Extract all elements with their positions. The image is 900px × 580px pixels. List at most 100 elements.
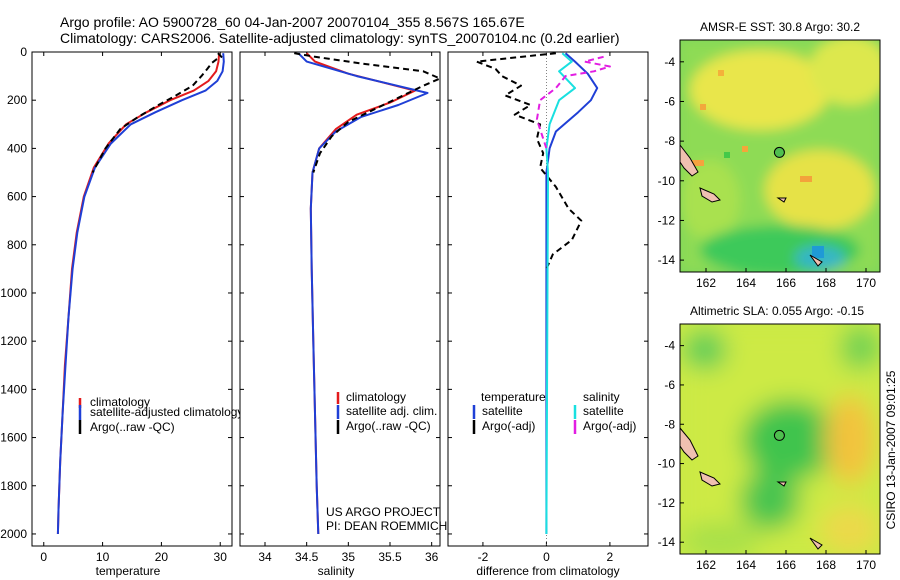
salinity-legend: climatology satellite adj. clim. Argo(..…	[336, 390, 437, 434]
depth-tick-label: 1000	[0, 286, 27, 300]
legend-header-temperature: temperature	[481, 390, 546, 404]
temperature-x-axis: 0 10 20 30	[40, 52, 227, 564]
depth-tick-label: 200	[7, 93, 27, 107]
legend-label-temperature-argo: Argo(-adj)	[482, 419, 535, 433]
timestamp-stamp: CSIRO 13-Jan-2007 09:01:25	[884, 370, 898, 529]
longitude-tick-label: 168	[816, 276, 836, 290]
longitude-tick-label: 166	[776, 276, 796, 290]
sla-color-field	[680, 324, 880, 554]
depth-tick-label: 1200	[0, 334, 27, 348]
depth-tick-label: 1800	[0, 479, 27, 493]
longitude-tick-label: 162	[696, 276, 716, 290]
salinity-x-axis: 34 34.5 35 35.5 36	[240, 51, 440, 564]
legend-label-salinity-satellite: satellite	[583, 404, 624, 418]
satellite-adjusted-line	[56, 53, 225, 535]
longitude-tick-label: 166	[776, 558, 796, 572]
longitude-tick-label: 164	[736, 558, 756, 572]
depth-tick-label: 800	[7, 238, 27, 252]
temperature-plot-frame	[31, 51, 233, 547]
legend-label-argo: Argo(..raw -QC)	[90, 420, 175, 434]
salinity-series	[294, 52, 441, 535]
sla-map-axes: 162 164 166 168 170 -4 -6 -8 -10 -12 -14	[658, 339, 877, 572]
longitude-tick-label: 162	[696, 558, 716, 572]
x-tick-label: 35.5	[378, 550, 402, 564]
latitude-tick-label: -10	[658, 174, 676, 188]
salinity-plot-frame	[239, 51, 441, 547]
x-tick-label: 36	[425, 550, 439, 564]
project-credit: US ARGO PROJECT	[326, 505, 441, 519]
legend-label-climatology: climatology	[90, 395, 150, 409]
difference-axis-label: difference from climatology	[476, 564, 619, 578]
depth-tick-label: 0	[20, 45, 27, 59]
legend-label-satellite-adjusted: satellite adj. clim.	[346, 404, 437, 418]
x-tick-label: 2	[607, 550, 614, 564]
latitude-tick-label: -6	[664, 378, 675, 392]
x-tick-label: 10	[96, 550, 110, 564]
latitude-tick-label: -4	[664, 339, 675, 353]
latitude-tick-label: -10	[658, 457, 676, 471]
figure-title-line2: Climatology: CARS2006. Satellite-adjuste…	[60, 30, 620, 46]
difference-series	[475, 52, 611, 535]
longitude-tick-label: 170	[856, 558, 876, 572]
latitude-tick-label: -6	[664, 94, 675, 108]
latitude-tick-label: -14	[658, 253, 676, 267]
latitude-tick-label: -8	[664, 417, 675, 431]
x-tick-label: 0	[543, 550, 550, 564]
temperature-panel: 0 200 400 600 800 1000 1200 1400 1600 1800 2000 0 1…	[0, 45, 243, 578]
sst-map-title: AMSR-E SST: 30.8 Argo: 30.2	[700, 20, 860, 34]
sst-map-panel: AMSR-E SST: 30.8 Argo: 30.2	[658, 20, 881, 290]
latitude-tick-label: -4	[664, 55, 675, 69]
legend-label-climatology: climatology	[346, 390, 406, 404]
salinity-panel: 34 34.5 35 35.5 36 salinity climatology sate…	[239, 51, 447, 578]
argo-position-marker	[773, 146, 785, 158]
difference-panel: -2 0 2 difference from climatology tempera…	[447, 51, 649, 578]
difference-legend: temperature salinity satellite Argo(-adj…	[472, 390, 636, 434]
temperature-axis-label: temperature	[96, 564, 161, 578]
x-tick-label: -2	[478, 550, 489, 564]
satellite-adjusted-line	[297, 52, 429, 535]
legend-label-salinity-argo: Argo(-adj)	[583, 419, 636, 433]
sst-map-axes: 162 164 166 168 170 -4 -6 -8 -10 -12 -14	[658, 55, 877, 290]
longitude-tick-label: 164	[736, 276, 756, 290]
pi-credit: PI: DEAN ROEMMICH	[326, 519, 447, 533]
latitude-tick-label: -12	[658, 213, 676, 227]
latitude-tick-label: -14	[658, 535, 676, 549]
x-tick-label: 34.5	[295, 550, 319, 564]
x-tick-label: 35	[342, 550, 356, 564]
depth-tick-label: 2000	[0, 527, 27, 541]
depth-tick-label: 400	[7, 141, 27, 155]
sst-islands	[679, 143, 823, 267]
longitude-tick-label: 168	[816, 558, 836, 572]
sla-islands	[679, 426, 823, 550]
sst-color-field	[680, 40, 880, 272]
depth-tick-label: 600	[7, 190, 27, 204]
difference-x-axis: -2 0 2	[448, 51, 648, 564]
legend-label-temperature-satellite: satellite	[482, 404, 523, 418]
legend-header-salinity: salinity	[583, 390, 620, 404]
x-tick-label: 0	[40, 550, 47, 564]
sst-warm-pixels	[692, 70, 824, 258]
x-tick-label: 30	[214, 550, 228, 564]
argo-line	[91, 52, 223, 173]
sla-map-title: Altimetric SLA: 0.055 Argo: -0.15	[690, 304, 864, 318]
x-tick-label: 34	[258, 550, 272, 564]
latitude-tick-label: -8	[664, 134, 675, 148]
argo-line	[294, 52, 441, 173]
latitude-tick-label: -12	[658, 496, 676, 510]
salinity-satellite-line	[545, 52, 576, 535]
longitude-tick-label: 170	[856, 276, 876, 290]
legend-label-argo: Argo(..raw -QC)	[346, 419, 431, 433]
figure-title-line1: Argo profile: AO 5900728_60 04-Jan-2007 …	[60, 14, 525, 30]
argo-position-marker	[773, 429, 785, 441]
depth-axis: 0 200 400 600 800 1000 1200 1400 1600 1800 2000	[0, 45, 232, 541]
temperature-series	[56, 52, 225, 535]
depth-tick-label: 1400	[0, 382, 27, 396]
salinity-axis-label: salinity	[318, 564, 355, 578]
sla-map-panel: Altimetric SLA: 0.055 Argo: -0.15 162 164…	[658, 304, 881, 572]
temperature-legend: climatology satellite-adjusted climatolo…	[78, 395, 243, 434]
salinity-argo-line	[535, 55, 611, 149]
depth-tick-label: 1600	[0, 431, 27, 445]
legend-label-satellite-adjusted: satellite-adjusted climatology	[90, 405, 243, 419]
x-tick-label: 20	[155, 550, 169, 564]
